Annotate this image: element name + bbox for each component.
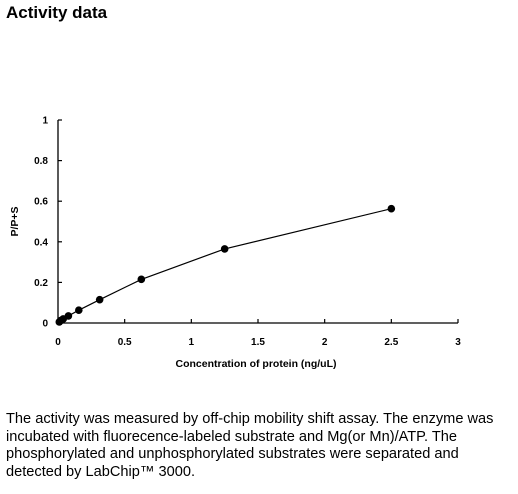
y-tick-label: 0.6 xyxy=(34,197,48,208)
data-point xyxy=(64,312,73,320)
x-axis-title: Concentration of protein (ng/uL) xyxy=(176,358,337,370)
x-tick-label: 1.5 xyxy=(251,337,265,348)
y-tick-label: 0.8 xyxy=(34,156,48,167)
chart-svg: 0 0.2 0.4 0.6 0.8 1 0 0.5 1 1.5 2 2.5 3 Concentrati… xyxy=(9,116,461,371)
y-tick-label: 0.2 xyxy=(34,278,48,289)
y-tick-label: 0.4 xyxy=(34,237,48,248)
y-axis-title: P/P+S xyxy=(9,206,21,236)
y-axis-ticks: 0 0.2 0.4 0.6 0.8 1 xyxy=(34,116,62,330)
activity-chart: 0 0.2 0.4 0.6 0.8 1 0 0.5 1 1.5 2 2.5 3 Concentrati… xyxy=(9,116,461,371)
x-tick-label: 3 xyxy=(455,337,461,348)
x-tick-label: 1 xyxy=(189,337,195,348)
series-line xyxy=(58,208,392,323)
x-tick-label: 0 xyxy=(55,337,61,348)
series-points xyxy=(55,204,396,326)
page-title: Activity data xyxy=(6,3,108,22)
y-tick-label: 1 xyxy=(42,116,48,127)
data-point xyxy=(220,245,229,253)
x-tick-label: 2 xyxy=(322,337,328,348)
y-tick-label: 0 xyxy=(42,319,48,330)
assay-description: The activity was measured by off-chip mo… xyxy=(6,411,494,480)
data-point xyxy=(137,275,146,284)
x-tick-label: 2.5 xyxy=(384,337,398,348)
data-point xyxy=(75,306,83,315)
data-point xyxy=(387,204,396,213)
data-point xyxy=(95,295,104,304)
x-tick-label: 0.5 xyxy=(118,337,132,348)
